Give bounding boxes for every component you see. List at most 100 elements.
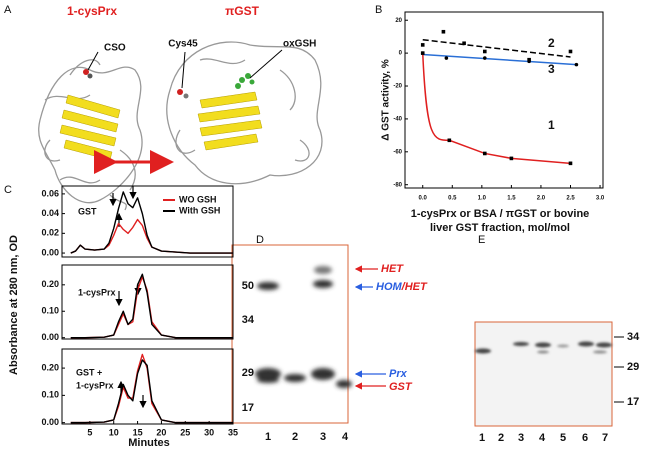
mw-marker: 50 xyxy=(242,280,254,292)
lane-label: 3 xyxy=(518,432,524,444)
mw-marker: 34 xyxy=(627,331,640,343)
trend-line xyxy=(422,38,571,58)
x-tick-label: 10 xyxy=(109,427,119,437)
band-label: GST xyxy=(389,381,413,393)
protein-label: πGST xyxy=(225,4,260,18)
series-label: 1 xyxy=(548,118,555,132)
ribbon-right xyxy=(166,41,323,185)
data-point xyxy=(420,51,425,55)
y-tick-label: 0.20 xyxy=(41,362,59,372)
series-label: 3 xyxy=(548,62,555,76)
lane-label: 5 xyxy=(560,432,566,444)
site-label: Cys45 xyxy=(168,39,198,50)
lane-label: 2 xyxy=(498,432,504,444)
series-line xyxy=(70,218,233,254)
lane-label: 7 xyxy=(602,432,608,444)
x-tick-label: 30 xyxy=(204,427,214,437)
lane-label: 2 xyxy=(292,431,298,443)
gel-frame xyxy=(474,321,613,427)
protein-label: 1-cysPrx xyxy=(67,4,117,18)
plot-frame xyxy=(61,264,234,340)
mw-marker: 29 xyxy=(242,367,254,379)
fit-curve xyxy=(421,53,571,165)
x-tick-label: 35 xyxy=(228,427,238,437)
y-axis-label: Absorbance at 280 nm, OD xyxy=(8,235,20,375)
x-tick-label: 5 xyxy=(87,427,92,437)
data-point xyxy=(568,161,573,166)
panel-a: A 1-cysPrx πGST xyxy=(4,4,323,211)
mw-marker: 29 xyxy=(627,361,639,373)
x-tick-label: 2.5 xyxy=(566,196,575,202)
data-point xyxy=(482,49,487,54)
series-line xyxy=(70,273,233,339)
data-point xyxy=(420,43,425,47)
y-tick-label: 0 xyxy=(399,51,403,57)
x-axis-label: liver GST fraction, mol/mol xyxy=(430,222,570,234)
data-point xyxy=(509,156,514,161)
plot-frame xyxy=(61,185,234,258)
x-tick-label: 25 xyxy=(180,427,190,437)
band-label: HET xyxy=(381,263,404,275)
x-tick-label: 0.0 xyxy=(419,196,428,202)
lane-labels: 1 2 3 4 5 6 7 xyxy=(479,432,608,444)
x-tick-label: 3.0 xyxy=(596,196,605,202)
site-label: CSO xyxy=(104,43,126,54)
y-tick-label: 0.04 xyxy=(41,208,59,218)
mw-marker: 17 xyxy=(242,402,254,414)
annotation: GST xyxy=(78,206,97,216)
y-tick-label: -60 xyxy=(393,149,402,155)
legend-label: With GSH xyxy=(179,205,220,215)
y-tick-label: 0.10 xyxy=(41,306,59,316)
y-tick-label: 0.00 xyxy=(41,247,59,257)
y-tick-label: -20 xyxy=(393,84,402,90)
y-tick-label: 0.06 xyxy=(41,188,59,198)
ligand xyxy=(83,69,255,99)
y-tick-label: 0.10 xyxy=(41,390,59,400)
y-tick-label: -40 xyxy=(393,116,402,122)
data-point xyxy=(482,151,487,156)
beta-sheet xyxy=(197,91,263,151)
plot-frame xyxy=(61,348,234,425)
y-tick-label: 0.00 xyxy=(41,332,59,342)
trend-line xyxy=(422,53,577,66)
data-point xyxy=(444,56,449,60)
leader-lines xyxy=(87,49,283,89)
lane-label: 4 xyxy=(539,432,546,444)
y-tick-label: 0.20 xyxy=(41,279,59,289)
band-label: Prx xyxy=(389,368,408,380)
panel-label: A xyxy=(4,4,12,16)
x-tick-label: 15 xyxy=(133,427,143,437)
lane-label: 4 xyxy=(342,431,349,443)
band-label: /HET xyxy=(401,281,428,293)
panel-label: E xyxy=(478,234,485,246)
x-axis-label: 1-cysPrx or BSA / πGST or bovine xyxy=(411,208,590,220)
series-line xyxy=(70,191,233,254)
panel-label: B xyxy=(375,4,382,16)
lane-label: 3 xyxy=(320,431,326,443)
mw-marker: 17 xyxy=(627,396,639,408)
gel-bands xyxy=(255,266,352,388)
peak-arrows xyxy=(109,186,147,409)
x-tick-label: 2.0 xyxy=(537,196,546,202)
data-point xyxy=(441,29,446,34)
y-tick-label: 20 xyxy=(395,18,402,24)
x-tick-label: 1.5 xyxy=(507,196,516,202)
lane-label: 1 xyxy=(479,432,485,444)
band-label: HOM xyxy=(376,281,403,293)
lane-label: 6 xyxy=(582,432,588,444)
data-point xyxy=(574,62,579,67)
legend-label: WO GSH xyxy=(179,194,217,204)
series-line xyxy=(70,359,233,424)
data-point xyxy=(527,59,531,64)
y-tick-label: 0.00 xyxy=(41,417,59,427)
x-axis-label: Minutes xyxy=(128,437,170,449)
gel-bands xyxy=(475,341,612,354)
panel-d: D 50 34 29 17 1 2 3 4 HET HOM/HET Prx GS… xyxy=(231,234,428,443)
x-tick-label: 1.0 xyxy=(478,196,487,202)
lane-label: 1 xyxy=(265,431,271,443)
annotation: 1-cysPrx xyxy=(78,287,116,297)
panel-label: C xyxy=(4,184,12,196)
series-line xyxy=(70,276,233,339)
